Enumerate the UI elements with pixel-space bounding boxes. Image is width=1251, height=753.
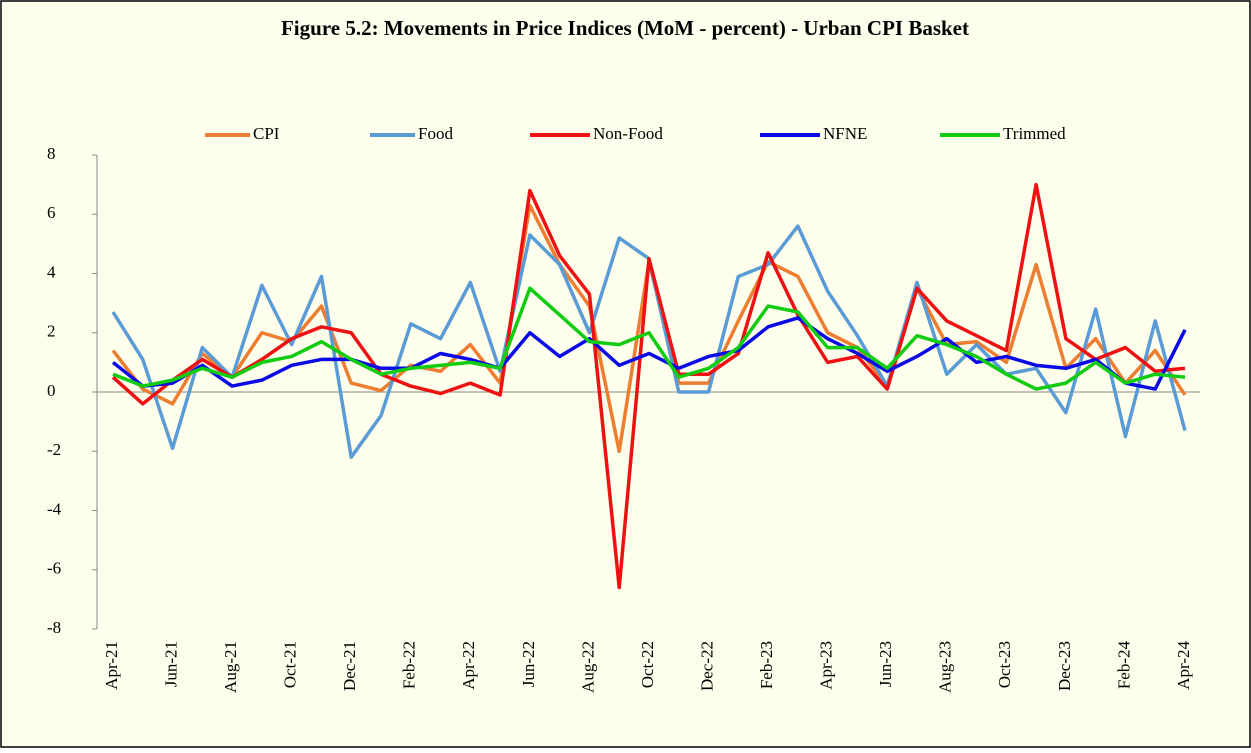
legend-label: CPI bbox=[253, 124, 280, 143]
x-tick-label: Apr-24 bbox=[1174, 641, 1193, 690]
y-tick-label: 4 bbox=[47, 262, 56, 281]
x-tick-label: Apr-21 bbox=[102, 641, 121, 690]
y-tick-label: 0 bbox=[47, 381, 56, 400]
y-tick-label: -8 bbox=[47, 618, 61, 637]
x-tick-label: Aug-22 bbox=[578, 641, 597, 693]
x-tick-label: Jun-21 bbox=[161, 641, 180, 687]
x-tick-label: Oct-23 bbox=[995, 641, 1014, 688]
y-tick-label: -6 bbox=[47, 559, 61, 578]
series-line bbox=[111, 182, 1186, 590]
x-tick-label: Feb-23 bbox=[757, 641, 776, 689]
legend-label: Trimmed bbox=[1003, 124, 1066, 143]
x-tick-label: Apr-23 bbox=[817, 641, 836, 690]
y-tick-label: 6 bbox=[47, 203, 56, 222]
x-tick-label: Feb-24 bbox=[1114, 641, 1133, 690]
x-tick-label: Oct-21 bbox=[281, 641, 300, 688]
x-tick-label: Apr-22 bbox=[459, 641, 478, 690]
x-tick-label: Aug-21 bbox=[221, 641, 240, 693]
x-tick-label: Oct-22 bbox=[638, 641, 657, 688]
y-tick-label: -4 bbox=[47, 499, 62, 518]
x-tick-label: Dec-21 bbox=[340, 641, 359, 691]
legend-label: NFNE bbox=[823, 124, 867, 143]
x-tick-label: Dec-22 bbox=[697, 641, 716, 691]
y-tick-label: -2 bbox=[47, 440, 61, 459]
series-line bbox=[112, 286, 1186, 391]
x-tick-label: Jun-22 bbox=[519, 641, 538, 687]
chart-title: Figure 5.2: Movements in Price Indices (… bbox=[281, 16, 969, 40]
x-tick-label: Dec-23 bbox=[1055, 641, 1074, 691]
legend-label: Non-Food bbox=[593, 124, 663, 143]
x-tick-label: Feb-22 bbox=[400, 641, 419, 689]
series-line bbox=[111, 316, 1187, 391]
y-tick-label: 8 bbox=[47, 144, 56, 163]
x-tick-label: Aug-23 bbox=[936, 641, 955, 693]
x-tick-label: Jun-23 bbox=[876, 641, 895, 687]
y-tick-label: 2 bbox=[47, 322, 56, 341]
legend-label: Food bbox=[418, 124, 453, 143]
